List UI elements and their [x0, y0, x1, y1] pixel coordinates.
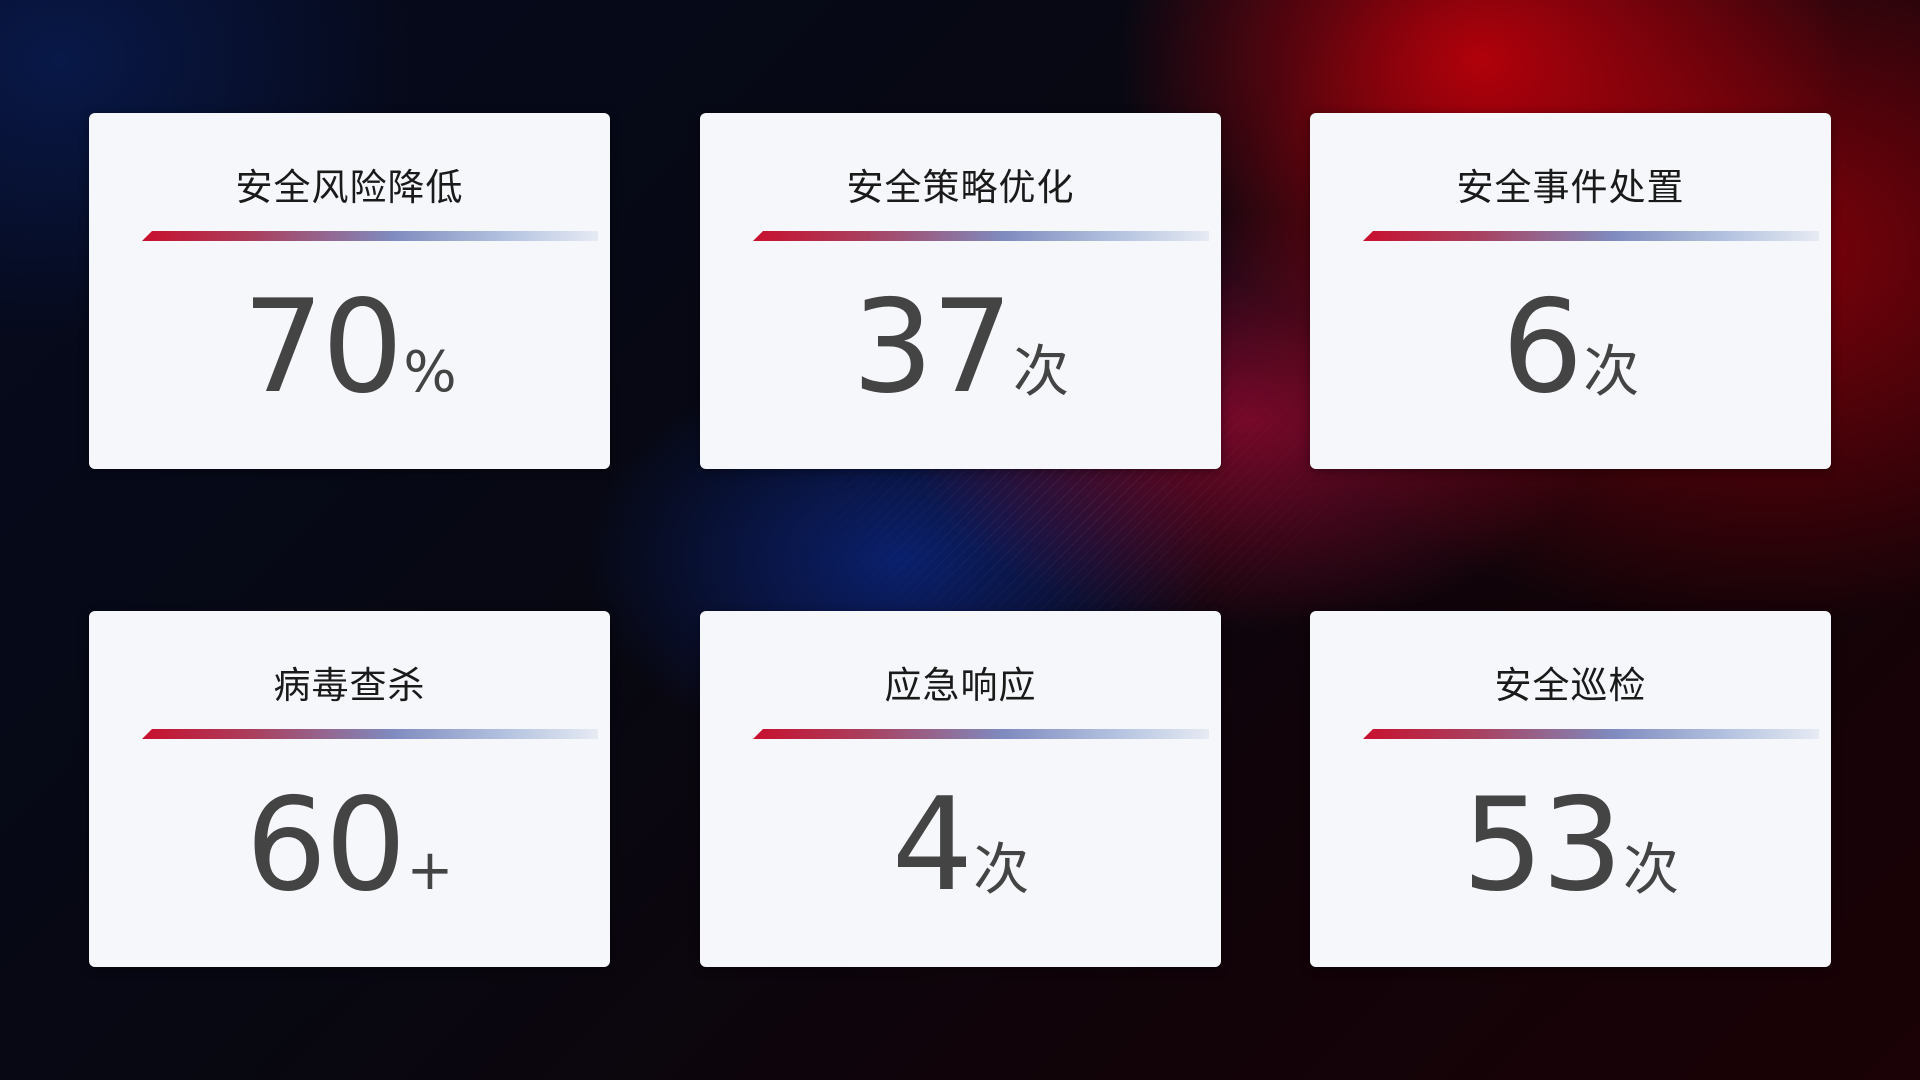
- value-number: 4: [891, 771, 973, 920]
- value-number: 37: [852, 273, 1013, 422]
- card-title: 病毒查杀: [273, 664, 426, 707]
- card-value: 70%: [89, 273, 610, 422]
- value-suffix: %: [403, 340, 457, 405]
- card-value: 60+: [89, 771, 610, 920]
- card-title: 安全事件处置: [1456, 166, 1685, 209]
- value-suffix: 次: [1583, 340, 1640, 405]
- stat-card-security-inspection: 安全巡检 53次: [1310, 611, 1831, 967]
- accent-bar: [1363, 231, 1819, 241]
- card-title: 安全策略优化: [846, 166, 1075, 209]
- value-number: 53: [1462, 771, 1623, 920]
- accent-bar: [1363, 729, 1819, 739]
- card-value: 53次: [1310, 771, 1831, 920]
- value-suffix: 次: [973, 838, 1030, 903]
- value-suffix: 次: [1012, 340, 1069, 405]
- card-title: 安全风险降低: [235, 166, 464, 209]
- value-suffix: +: [406, 838, 454, 903]
- value-number: 6: [1501, 273, 1583, 422]
- value-suffix: 次: [1622, 838, 1679, 903]
- accent-bar: [753, 231, 1209, 241]
- card-title: 安全巡检: [1494, 664, 1647, 707]
- stat-card-virus-removal: 病毒查杀 60+: [89, 611, 610, 967]
- accent-bar: [142, 231, 598, 241]
- stat-card-incident-handling: 安全事件处置 6次: [1310, 113, 1831, 469]
- stat-card-risk-reduction: 安全风险降低 70%: [89, 113, 610, 469]
- accent-bar: [142, 729, 598, 739]
- value-number: 60: [245, 771, 407, 920]
- card-value: 4次: [700, 771, 1221, 920]
- stat-card-emergency-response: 应急响应 4次: [700, 611, 1221, 967]
- accent-bar: [753, 729, 1209, 739]
- stat-card-policy-optimization: 安全策略优化 37次: [700, 113, 1221, 469]
- value-number: 70: [242, 273, 403, 422]
- card-title: 应急响应: [884, 664, 1037, 707]
- card-value: 37次: [700, 273, 1221, 422]
- card-value: 6次: [1310, 273, 1831, 422]
